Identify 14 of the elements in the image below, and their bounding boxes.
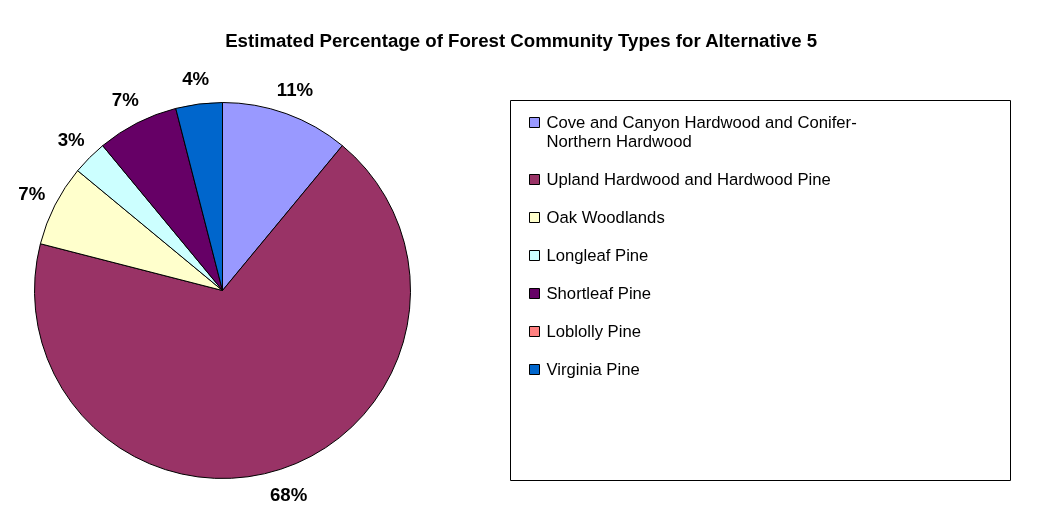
data-label: 3% [57,128,86,150]
data-label: 7% [18,182,46,204]
data-label: 7% [111,89,140,111]
legend-label: Longleaf Pine [546,246,649,265]
legend-label: Cove and Canyon Hardwood and Conifer-Northern Hardwood [546,113,857,151]
legend-label: Virginia Pine [546,360,640,379]
data-label: 4% [182,67,210,89]
legend-label: Upland Hardwood and Hardwood Pine [546,170,831,189]
legend-label: Oak Woodlands [546,208,665,227]
data-label: 11% [276,78,314,100]
data-label: 68% [269,483,308,505]
legend-label: Loblolly Pine [546,322,641,341]
legend-label: Shortleaf Pine [546,284,652,303]
chart-title: Estimated Percentage of Forest Community Types for Alternative 5 [225,30,818,51]
